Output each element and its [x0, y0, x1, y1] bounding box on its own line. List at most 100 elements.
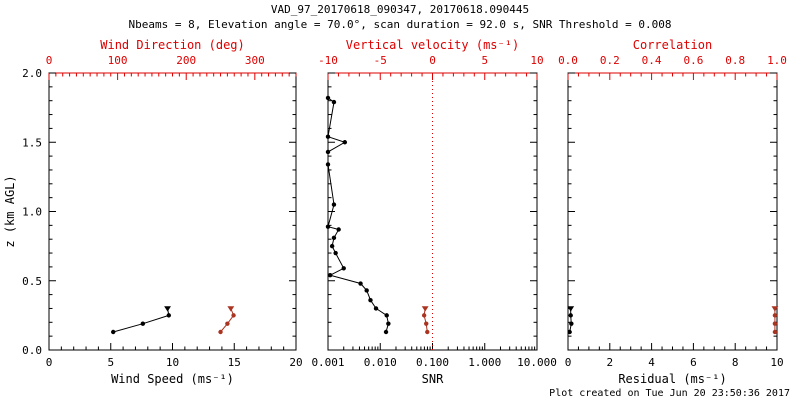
wind-xlabel: Wind Speed (ms⁻¹) — [111, 372, 234, 386]
axis-text: 1.000 — [468, 356, 501, 369]
axis-text: 2.0 — [22, 67, 42, 80]
residual-top-label: Correlation — [633, 38, 712, 52]
point-marker — [342, 140, 348, 145]
axis-text: 0.6 — [683, 54, 703, 67]
point-marker — [383, 329, 389, 335]
point-marker — [327, 273, 333, 278]
point-marker — [424, 321, 429, 326]
point-marker — [325, 149, 331, 155]
axis-text: 5 — [107, 356, 114, 369]
triangle-marker — [164, 306, 171, 312]
point-marker — [325, 134, 331, 139]
axis-text: 20 — [289, 356, 302, 369]
panel-frame — [48, 72, 297, 351]
wind-speed-series — [111, 306, 171, 335]
point-marker — [225, 321, 230, 326]
point-marker — [425, 329, 430, 335]
triangle-marker — [771, 306, 779, 312]
panel-frame — [327, 72, 538, 351]
axis-text: 6 — [690, 356, 697, 369]
axis-text: 0.001 — [311, 356, 344, 369]
point-marker — [331, 202, 337, 207]
wind-direction-series — [218, 306, 236, 335]
axis-text: 4 — [648, 356, 655, 369]
residual-series — [567, 306, 575, 335]
axis-text: 1.0 — [22, 206, 42, 219]
point-marker — [325, 162, 331, 167]
point-marker — [333, 250, 338, 256]
point-marker — [336, 227, 341, 232]
axis-text: 200 — [176, 54, 196, 67]
axis-text: 2 — [606, 356, 613, 369]
axis-text: 5 — [481, 54, 488, 67]
vertical-velocity-series — [421, 306, 430, 335]
point-marker — [325, 95, 331, 101]
point-marker — [231, 313, 236, 318]
snr-panel: 0.001 0.010 0.100 1.000 10.000 SNR -10 -5 0 5 10 Ve… — [311, 38, 556, 386]
axis-text: 8 — [732, 356, 739, 369]
axis-text: 0.0 — [22, 344, 42, 357]
snr-xlabel: SNR — [422, 372, 444, 386]
triangle-marker — [567, 306, 575, 312]
axis-text: 10.000 — [517, 356, 557, 369]
snr-top-label: Vertical velocity (ms⁻¹) — [346, 38, 519, 52]
axis-text: -5 — [374, 54, 387, 67]
point-marker — [329, 243, 335, 249]
axis-text: 0.100 — [416, 356, 449, 369]
axis-text: 0 — [565, 356, 572, 369]
point-marker — [386, 321, 391, 326]
point-marker — [772, 313, 778, 318]
point-marker — [325, 224, 331, 229]
axis-text: -10 — [318, 54, 338, 67]
axis-text: 15 — [228, 356, 241, 369]
y-axis-label: z (km AGL) — [3, 175, 17, 247]
axis-text: 0.8 — [725, 54, 745, 67]
wind-panel: 0 5 10 15 20 Wind Speed (ms⁻¹) 0 100 200 300Wind … — [3, 38, 303, 386]
axis-text: 300 — [245, 54, 265, 67]
axis-text: 1.5 — [22, 136, 42, 149]
point-marker — [421, 313, 427, 318]
point-marker — [384, 313, 389, 318]
point-marker — [567, 329, 572, 335]
plot-title: VAD_97_20170618_090347, 20170618.090445 — [270, 3, 530, 16]
axis-text: 10 — [770, 356, 783, 369]
creation-timestamp: Plot created on Tue Jun 20 23:50:36 2017 — [549, 388, 790, 399]
axis-text: 0 — [46, 54, 53, 67]
point-marker — [772, 321, 778, 326]
triangle-marker — [227, 306, 235, 312]
axis-text: 0.010 — [364, 356, 397, 369]
wind-top-label: Wind Direction (deg) — [100, 38, 245, 52]
snr-profile-series — [325, 95, 391, 335]
point-marker — [569, 321, 574, 326]
residual-panel: 0 2 4 6 8 10 Residual (ms⁻¹) 0.0 0.2 0.4 0.6 0.8 1.0… — [558, 38, 787, 386]
plot-subtitle: Nbeams = 8, Elevation angle = 70.0°, sca… — [128, 18, 672, 31]
point-marker — [331, 99, 337, 105]
correlation-series — [771, 306, 779, 335]
axis-text: 0.0 — [558, 54, 578, 67]
axis-text: 0.5 — [22, 275, 42, 288]
axis-text: 1.0 — [767, 54, 787, 67]
triangle-marker — [421, 306, 429, 312]
point-marker — [140, 321, 146, 326]
axis-text: 0 — [46, 356, 53, 369]
point-marker — [373, 306, 379, 311]
axis-text: 100 — [108, 54, 128, 67]
point-marker — [568, 313, 573, 318]
axis-text: 10 — [166, 356, 179, 369]
axis-text: 0 — [429, 54, 436, 67]
axis-text: 0.4 — [642, 54, 662, 67]
residual-xlabel: Residual (ms⁻¹) — [618, 372, 726, 386]
point-marker — [331, 235, 337, 241]
point-marker — [166, 313, 171, 318]
axis-text: 0.2 — [600, 54, 620, 67]
axis-text: 10 — [530, 54, 543, 67]
point-marker — [341, 266, 346, 271]
point-marker — [364, 288, 369, 293]
point-marker — [772, 329, 778, 335]
point-marker — [368, 297, 373, 303]
point-marker — [218, 329, 223, 335]
panel-frame — [567, 72, 778, 351]
point-marker — [111, 329, 116, 335]
